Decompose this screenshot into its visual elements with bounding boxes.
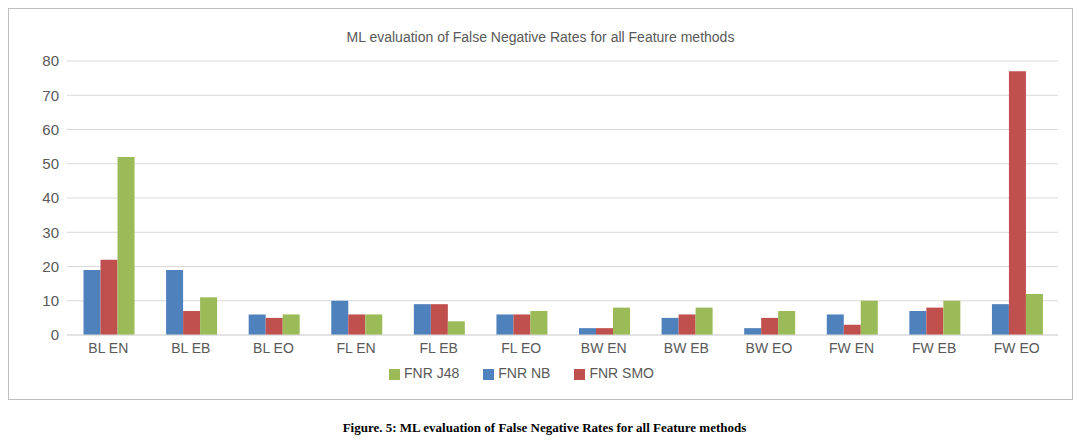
svg-text:80: 80: [42, 52, 59, 69]
svg-text:FL EN: FL EN: [336, 340, 375, 356]
svg-text:BW EO: BW EO: [746, 340, 793, 356]
svg-text:BW EB: BW EB: [664, 340, 709, 356]
svg-text:FW EB: FW EB: [912, 340, 956, 356]
svg-text:70: 70: [42, 87, 59, 104]
svg-text:FW EO: FW EO: [994, 340, 1040, 356]
svg-text:FW EN: FW EN: [829, 340, 874, 356]
svg-text:FL EB: FL EB: [419, 340, 457, 356]
svg-text:50: 50: [42, 155, 59, 172]
svg-text:10: 10: [42, 292, 59, 309]
html-text:FNR SMO: FNR SMO: [589, 365, 654, 381]
svg-text:BL EB: BL EB: [171, 340, 210, 356]
svg-text:40: 40: [42, 189, 59, 206]
svg-text:BL EO: BL EO: [253, 340, 294, 356]
svg-text:20: 20: [42, 258, 59, 275]
html-text:FNR NB: FNR NB: [498, 365, 551, 381]
html-text:ML evaluation of False Negativ: ML evaluation of False Negative Rates fo…: [346, 29, 735, 45]
html-text:FNR J48: FNR J48: [404, 365, 460, 381]
svg-text:BL EN: BL EN: [88, 340, 128, 356]
svg-text:30: 30: [42, 224, 59, 241]
svg-text:FL EO: FL EO: [501, 340, 541, 356]
svg-text:60: 60: [42, 121, 59, 138]
html-text:Figure. 5: ML evaluation of Fa: Figure. 5: ML evaluation of False Negati…: [342, 420, 747, 435]
svg-text:0: 0: [51, 326, 59, 343]
svg-text:BW EN: BW EN: [581, 340, 627, 356]
